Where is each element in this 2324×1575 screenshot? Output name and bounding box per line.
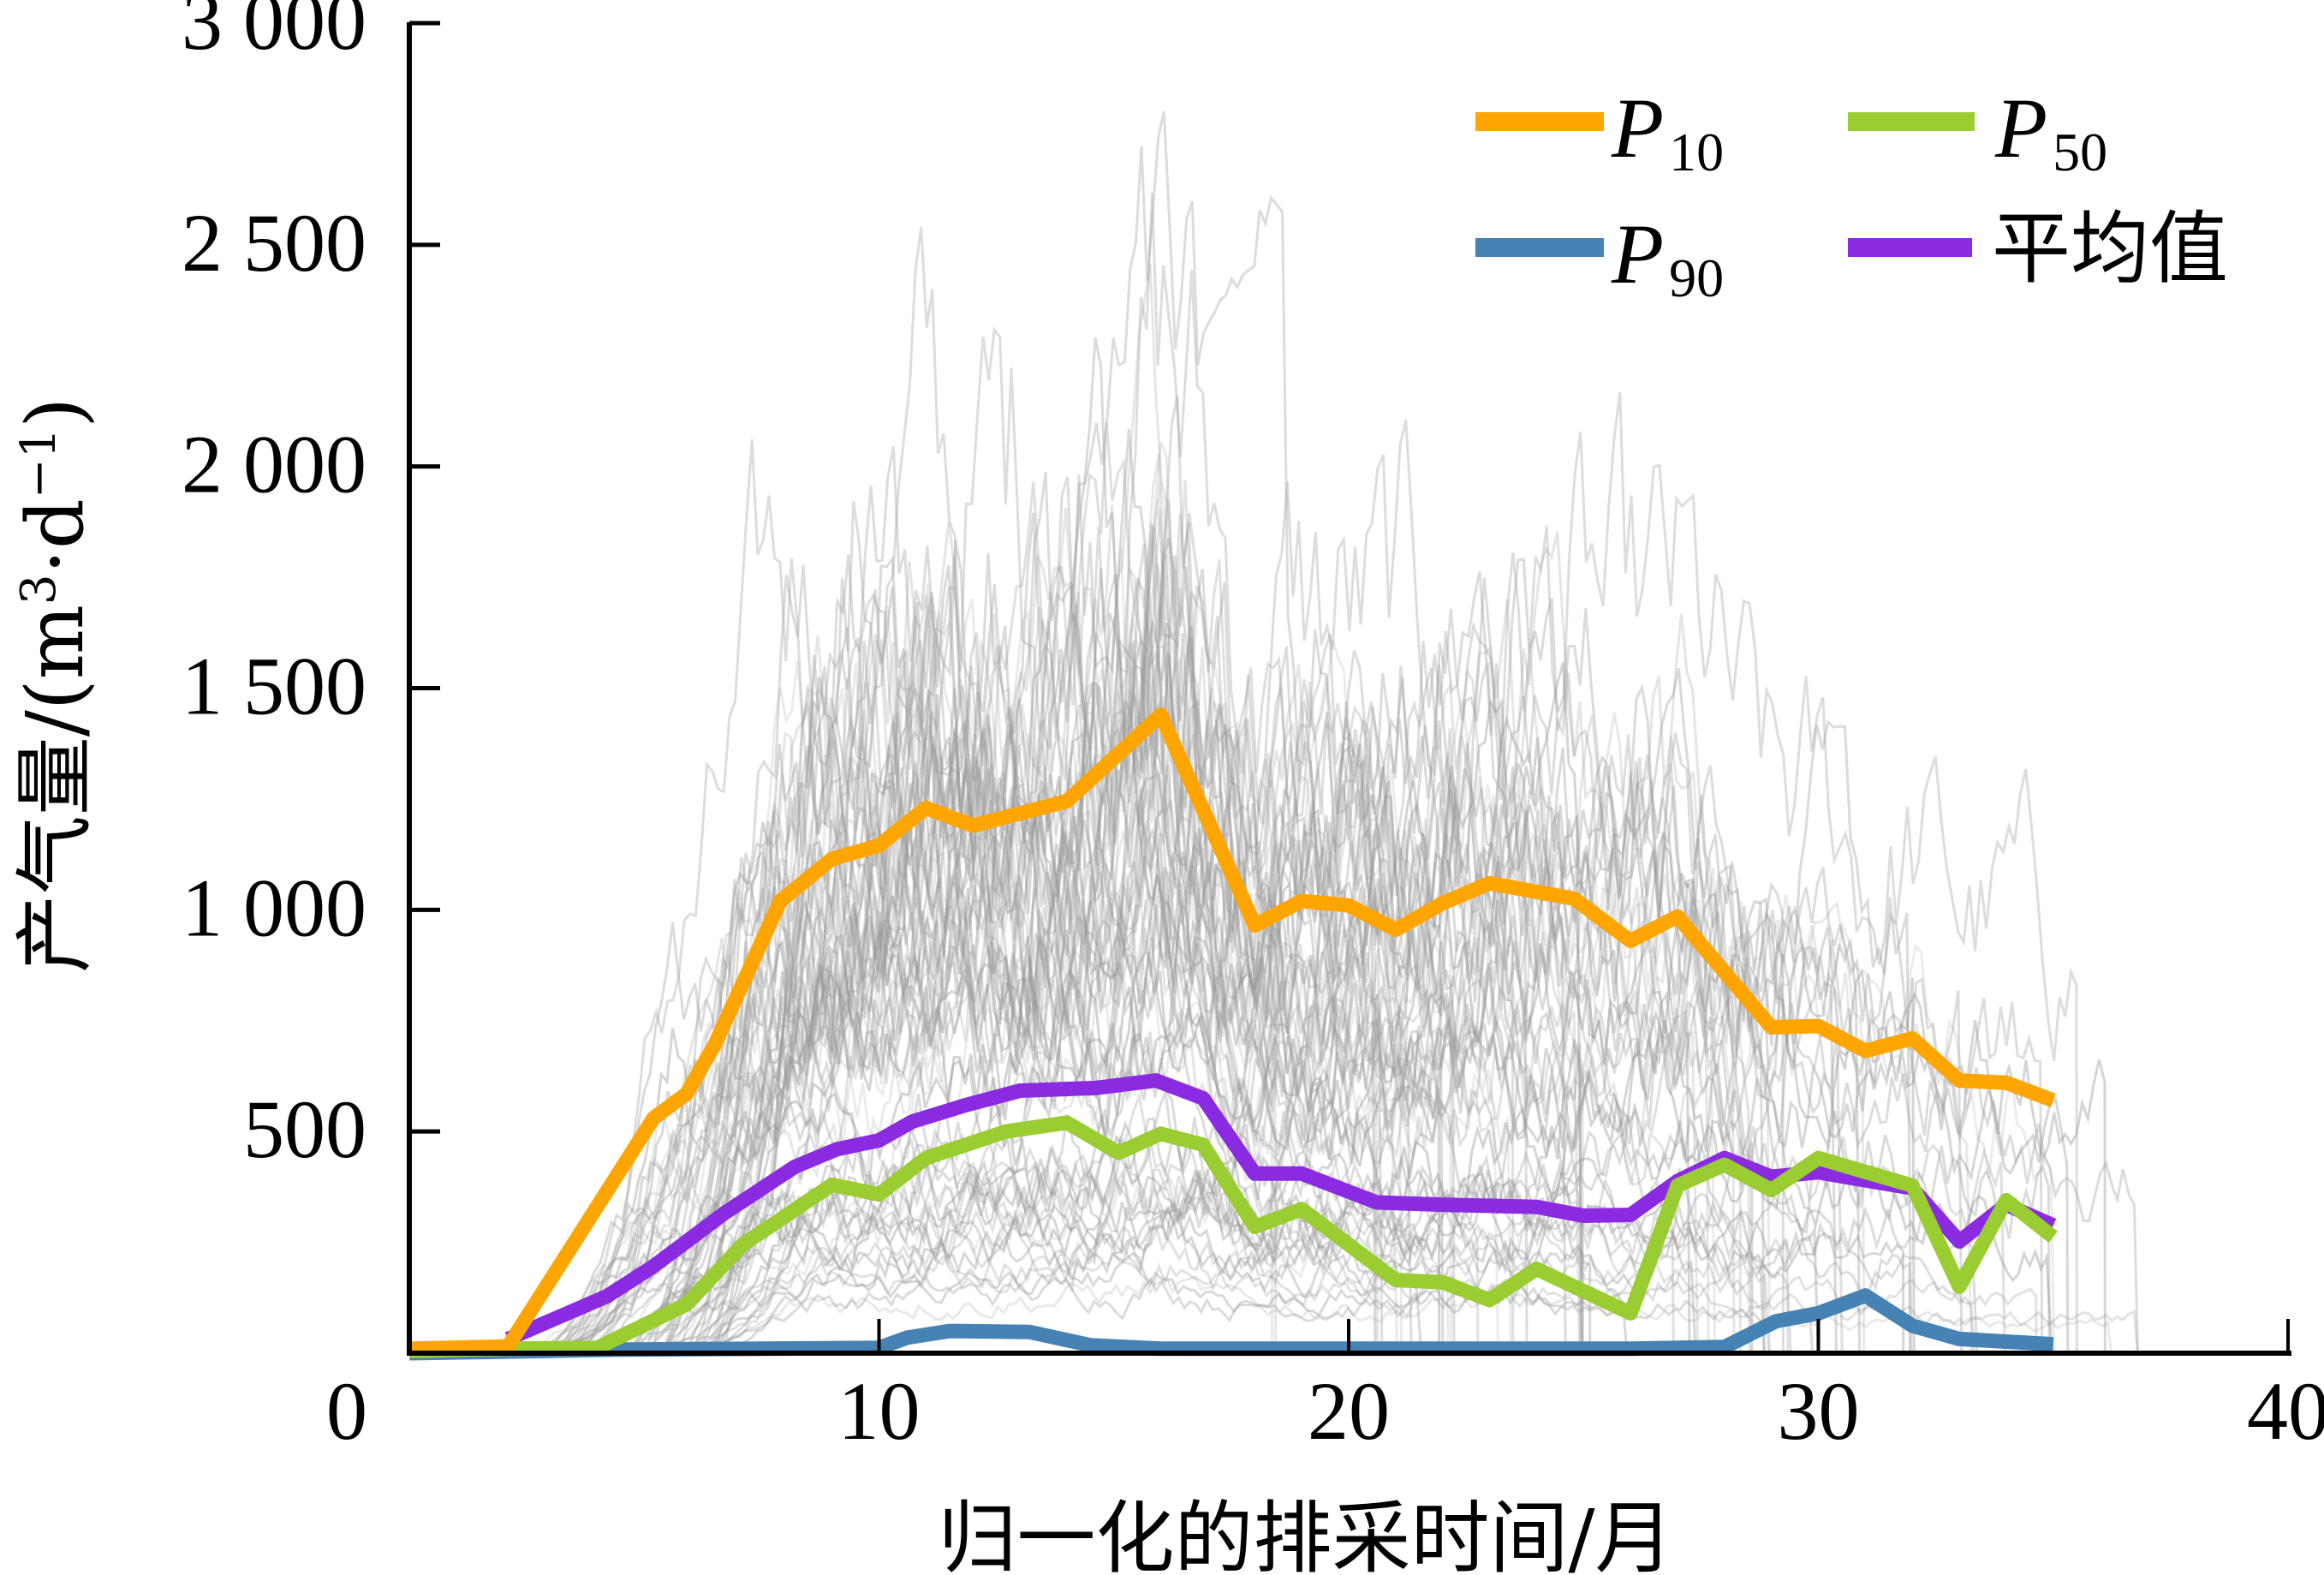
y-tick-label: 2 000 (182, 419, 366, 510)
svg-text:P90: P90 (1611, 206, 1724, 308)
well-curve (588, 794, 2139, 1354)
well-curve (559, 192, 2078, 1354)
well-curve (669, 963, 1399, 1354)
well-curve (649, 110, 1528, 1354)
x-tick-label: 10 (838, 1365, 921, 1457)
well-curve (668, 603, 1584, 1354)
legend-item-p50: P50 (1848, 81, 2107, 182)
well-curve (644, 498, 1772, 1354)
y-axis-title-sup1: 3 (11, 574, 67, 605)
y-tick-label: 1 500 (182, 641, 366, 732)
well-curve (691, 526, 1838, 1354)
well-curve (557, 877, 1500, 1355)
well-curve (542, 850, 1581, 1355)
well-curve (595, 508, 1380, 1354)
well-curve (613, 930, 2006, 1355)
well-curve (632, 737, 1377, 1354)
well-curve (537, 650, 1445, 1355)
x-tick-label: 20 (1308, 1365, 1390, 1457)
well-curve (551, 264, 1278, 1355)
p50-line (408, 1115, 2059, 1358)
well-curve (694, 773, 1582, 1354)
well-curve (545, 1091, 1911, 1355)
well-curve (562, 481, 2056, 1355)
legend: P10 P50 P90 平均值 (1475, 81, 2228, 308)
y-axis-title-suffix: ) (9, 397, 101, 428)
legend-sub-p90: 90 (1669, 248, 1724, 308)
well-curve (636, 1251, 1629, 1355)
well-curve (708, 441, 1973, 1354)
legend-label-p10: P (1611, 81, 1664, 176)
well-curve (659, 480, 1736, 1354)
y-tick-label: 500 (243, 1083, 366, 1175)
legend-label-p90: P (1611, 206, 1664, 301)
well-curve (593, 682, 1766, 1355)
y-tick-label: 0 (326, 1365, 367, 1457)
y-axis-title-prefix: 产气量/(m (9, 605, 101, 973)
legend-label-p50: P (1994, 81, 2047, 176)
x-tick-label: 40 (2247, 1365, 2324, 1457)
y-axis-title-sup2: −1 (11, 428, 67, 499)
well-curve (663, 395, 1844, 1354)
well-curve (522, 873, 1742, 1355)
x-axis-title: 归一化的排采时间/月 (939, 1493, 1674, 1575)
y-tick-label: 3 000 (182, 0, 366, 67)
well-curve (612, 1173, 1450, 1355)
y-tick-label: 2 500 (182, 197, 366, 289)
y-axis-title: 产气量/(m3·d−1) (9, 397, 101, 973)
well-curve (547, 1206, 2038, 1355)
well-curve (648, 734, 1452, 1354)
well-curve (685, 602, 1583, 1354)
p10-line (408, 707, 2056, 1357)
x-axis-ticks: 10 20 30 40 (838, 1319, 2324, 1457)
legend-item-p90: P90 (1475, 206, 1724, 308)
legend-sub-p50: 50 (2053, 122, 2107, 182)
well-curve (623, 918, 1754, 1355)
well-curve (710, 1168, 1771, 1355)
well-curve (626, 891, 1691, 1354)
legend-label-mean: 平均值 (1992, 203, 2228, 295)
well-curve (592, 1176, 1592, 1355)
x-tick-label: 30 (1778, 1365, 1860, 1457)
well-curve (682, 1224, 1792, 1355)
well-curve (576, 555, 1963, 1355)
svg-text:P10: P10 (1611, 81, 1724, 182)
well-curve (553, 809, 1700, 1355)
well-curve (642, 428, 1862, 1354)
well-curve (677, 587, 1710, 1354)
y-axis-ticks: 0 500 1 000 1 500 2 000 2 500 3 000 (182, 0, 440, 1457)
well-curve (658, 764, 1567, 1354)
svg-text:P50: P50 (1994, 81, 2107, 182)
well-curve (701, 1119, 1905, 1355)
legend-item-p10: P10 (1475, 81, 1724, 182)
y-tick-label: 1 000 (182, 862, 366, 953)
well-curve (690, 760, 1456, 1354)
well-curve (605, 895, 1512, 1355)
well-curve (532, 651, 1384, 1355)
well-curve (665, 422, 1515, 1354)
well-curve (519, 767, 1403, 1355)
well-curve (578, 1135, 1975, 1355)
well-curve (553, 523, 1916, 1355)
well-curve (723, 1201, 1423, 1355)
individual-well-curves (519, 110, 2139, 1355)
well-curve (530, 828, 1751, 1355)
well-curve (687, 1274, 2112, 1355)
well-curve (659, 1091, 1480, 1355)
well-curve (581, 555, 1785, 1354)
legend-sub-p10: 10 (1669, 122, 1724, 182)
y-axis-title-middle: ·d (9, 498, 101, 574)
summary-series (408, 707, 2059, 1361)
legend-item-mean: 平均值 (1848, 203, 2228, 295)
